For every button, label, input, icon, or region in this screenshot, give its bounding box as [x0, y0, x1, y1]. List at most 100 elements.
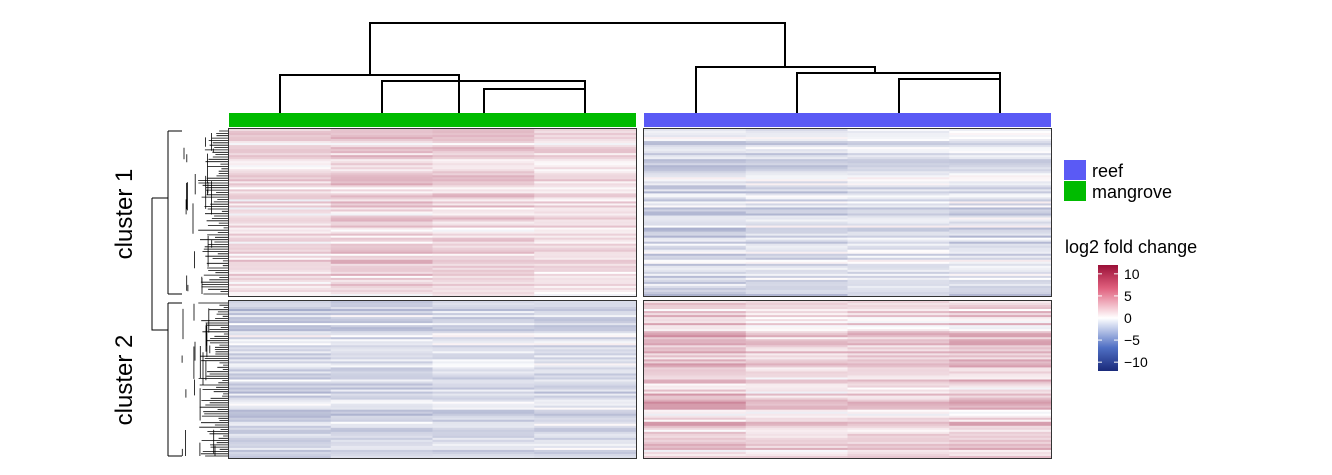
heatmap-cell: [644, 439, 747, 443]
heatmap-cell: [949, 407, 1052, 411]
heatmap-cell: [745, 161, 848, 164]
heatmap-cell: [229, 345, 332, 348]
heatmap-cell: [644, 165, 747, 168]
heatmap-cell: [644, 289, 747, 293]
heatmap-cell: [330, 197, 433, 200]
heatmap-cell: [847, 415, 950, 419]
heatmap-cell: [534, 227, 637, 230]
heatmap-cell: [745, 293, 848, 297]
heatmap-cell: [229, 205, 332, 208]
heatmap-cell: [432, 407, 535, 411]
heatmap-cell: [745, 281, 848, 285]
heatmap-cell: [534, 139, 637, 142]
heatmap-cell: [330, 347, 433, 350]
heatmap-cell: [847, 293, 950, 297]
heatmap-cell: [745, 375, 848, 378]
heatmap-cell: [644, 163, 747, 166]
heatmap-cell: [745, 379, 848, 382]
heatmap-cell: [330, 385, 433, 388]
heatmap-cell: [432, 435, 535, 439]
heatmap-cell: [229, 283, 332, 287]
heatmap-cell: [847, 355, 950, 358]
heatmap-cell: [949, 167, 1052, 170]
heatmap-cell: [847, 315, 950, 318]
heatmap-cell: [949, 419, 1052, 423]
heatmap-cell: [644, 137, 747, 140]
heatmap-cell: [745, 427, 848, 431]
heatmap-cell: [949, 443, 1052, 447]
heatmap-cell: [644, 265, 747, 269]
heatmap-cell: [644, 189, 747, 192]
heatmap-cell: [330, 425, 433, 429]
heatmap-cell: [949, 359, 1052, 362]
heatmap-cell: [745, 317, 848, 320]
heatmap-cell: [949, 405, 1052, 409]
heatmap-cell: [745, 165, 848, 168]
heatmap-cell: [534, 147, 637, 150]
heatmap-cell: [745, 341, 848, 344]
heatmap-cell: [534, 235, 637, 239]
heatmap-cell: [330, 401, 433, 405]
heatmap-cell: [644, 315, 747, 318]
heatmap-cell: [949, 425, 1052, 429]
heatmap-cell: [432, 217, 535, 220]
heatmap-cell: [534, 177, 637, 180]
heatmap-cell: [330, 317, 433, 320]
heatmap-cell: [534, 303, 637, 306]
heatmap-cell: [229, 293, 332, 297]
heatmap-cell: [949, 247, 1052, 251]
heatmap-cell: [330, 351, 433, 354]
heatmap-cell: [644, 389, 747, 392]
heatmap-cell: [330, 149, 433, 152]
heatmap-cell: [330, 233, 433, 237]
heatmap-cell: [949, 265, 1052, 269]
heatmap-cell: [534, 151, 637, 154]
heatmap-cell: [330, 251, 433, 255]
heatmap-cell: [432, 355, 535, 358]
heatmap-cell: [745, 421, 848, 425]
heatmap-cell: [534, 433, 637, 437]
heatmap-cell: [847, 441, 950, 445]
heatmap-cell: [432, 373, 535, 376]
heatmap-cell: [330, 333, 433, 336]
heatmap-cell: [745, 419, 848, 423]
heatmap-cell: [847, 303, 950, 306]
heatmap-cell: [229, 237, 332, 241]
heatmap-cell: [847, 271, 950, 275]
heatmap-cell: [229, 329, 332, 332]
heatmap-cell: [847, 247, 950, 251]
heatmap-cell: [534, 163, 637, 166]
heatmap-cell: [644, 209, 747, 212]
heatmap-cell: [847, 215, 950, 218]
heatmap-cell: [432, 169, 535, 172]
heatmap-cell: [644, 193, 747, 196]
heatmap-cell: [644, 217, 747, 220]
heatmap-cell: [847, 225, 950, 228]
heatmap-cell: [229, 427, 332, 431]
heatmap-cell: [534, 325, 637, 328]
heatmap-cell: [534, 439, 637, 443]
heatmap-cell: [432, 261, 535, 265]
heatmap-cell: [949, 455, 1052, 459]
heatmap-cell: [847, 329, 950, 332]
heatmap-cell: [534, 379, 637, 382]
heatmap-cell: [432, 153, 535, 156]
heatmap-cell: [745, 247, 848, 251]
heatmap-cell: [534, 447, 637, 451]
heatmap-cell: [534, 253, 637, 257]
heatmap-cell: [534, 285, 637, 289]
heatmap-cell: [745, 155, 848, 158]
heatmap-cell: [949, 139, 1052, 142]
heatmap-cell: [847, 301, 950, 304]
heatmap-cell: [534, 181, 637, 184]
heatmap-cell: [229, 233, 332, 237]
heatmap-cell: [432, 417, 535, 421]
heatmap-cell: [644, 375, 747, 378]
heatmap-cell: [534, 197, 637, 200]
heatmap-cell: [847, 137, 950, 140]
heatmap-cell: [534, 317, 637, 320]
heatmap-cell: [534, 149, 637, 152]
dendrogram-branch: [695, 66, 876, 113]
heatmap-cell: [432, 377, 535, 380]
heatmap-cell: [330, 419, 433, 423]
